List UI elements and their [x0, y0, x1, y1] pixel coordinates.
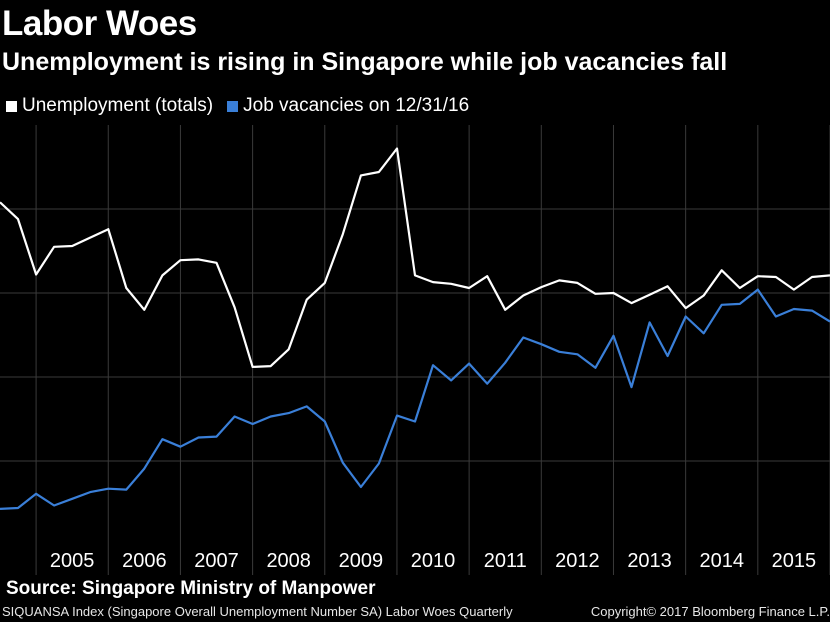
x-tick-label-2014: 2014	[699, 550, 744, 572]
legend-label-unemployment: Unemployment (totals)	[22, 95, 214, 116]
legend-item-unemployment: Unemployment (totals)	[6, 95, 213, 117]
x-tick-label-2005: 2005	[50, 550, 95, 572]
copyright-note: Copyright© 2017 Bloomberg Finance L.P.	[590, 604, 830, 619]
legend-swatch-vacancies	[227, 100, 239, 112]
legend-label-vacancies: Job vacancies on 12/31/16	[243, 95, 470, 116]
x-tick-label-2012: 2012	[555, 550, 600, 572]
source-note: Source: Singapore Ministry of Manpower	[6, 578, 376, 599]
x-tick-label-2009: 2009	[339, 550, 384, 572]
chart-title: Labor Woes	[2, 4, 197, 43]
x-tick-label-2008: 2008	[266, 550, 311, 572]
chart-subtitle: Unemployment is rising in Singapore whil…	[2, 48, 728, 76]
legend-item-vacancies: Job vacancies on 12/31/16	[227, 95, 469, 117]
legend-swatch-unemployment	[6, 100, 17, 112]
x-tick-label-2013: 2013	[627, 550, 672, 572]
series-lines	[0, 147, 830, 510]
x-tick-label-2006: 2006	[122, 550, 167, 572]
legend: Unemployment (totals) Job vacancies on 1…	[6, 95, 483, 117]
x-tick-label-2015: 2015	[772, 550, 817, 572]
job-vacancies-line	[0, 288, 830, 510]
x-tick-label-2007: 2007	[194, 550, 239, 572]
x-tick-label-2011: 2011	[484, 550, 527, 572]
grid-lines	[0, 125, 830, 545]
x-tick-label-2010: 2010	[411, 550, 456, 572]
index-note: SIQUANSA Index (Singapore Overall Unempl…	[2, 604, 513, 619]
x-axis: 2005 2006 2007 2008 2009 2010 2011 2012 2013 2014…	[35, 545, 830, 575]
unemployment-line	[0, 147, 830, 368]
